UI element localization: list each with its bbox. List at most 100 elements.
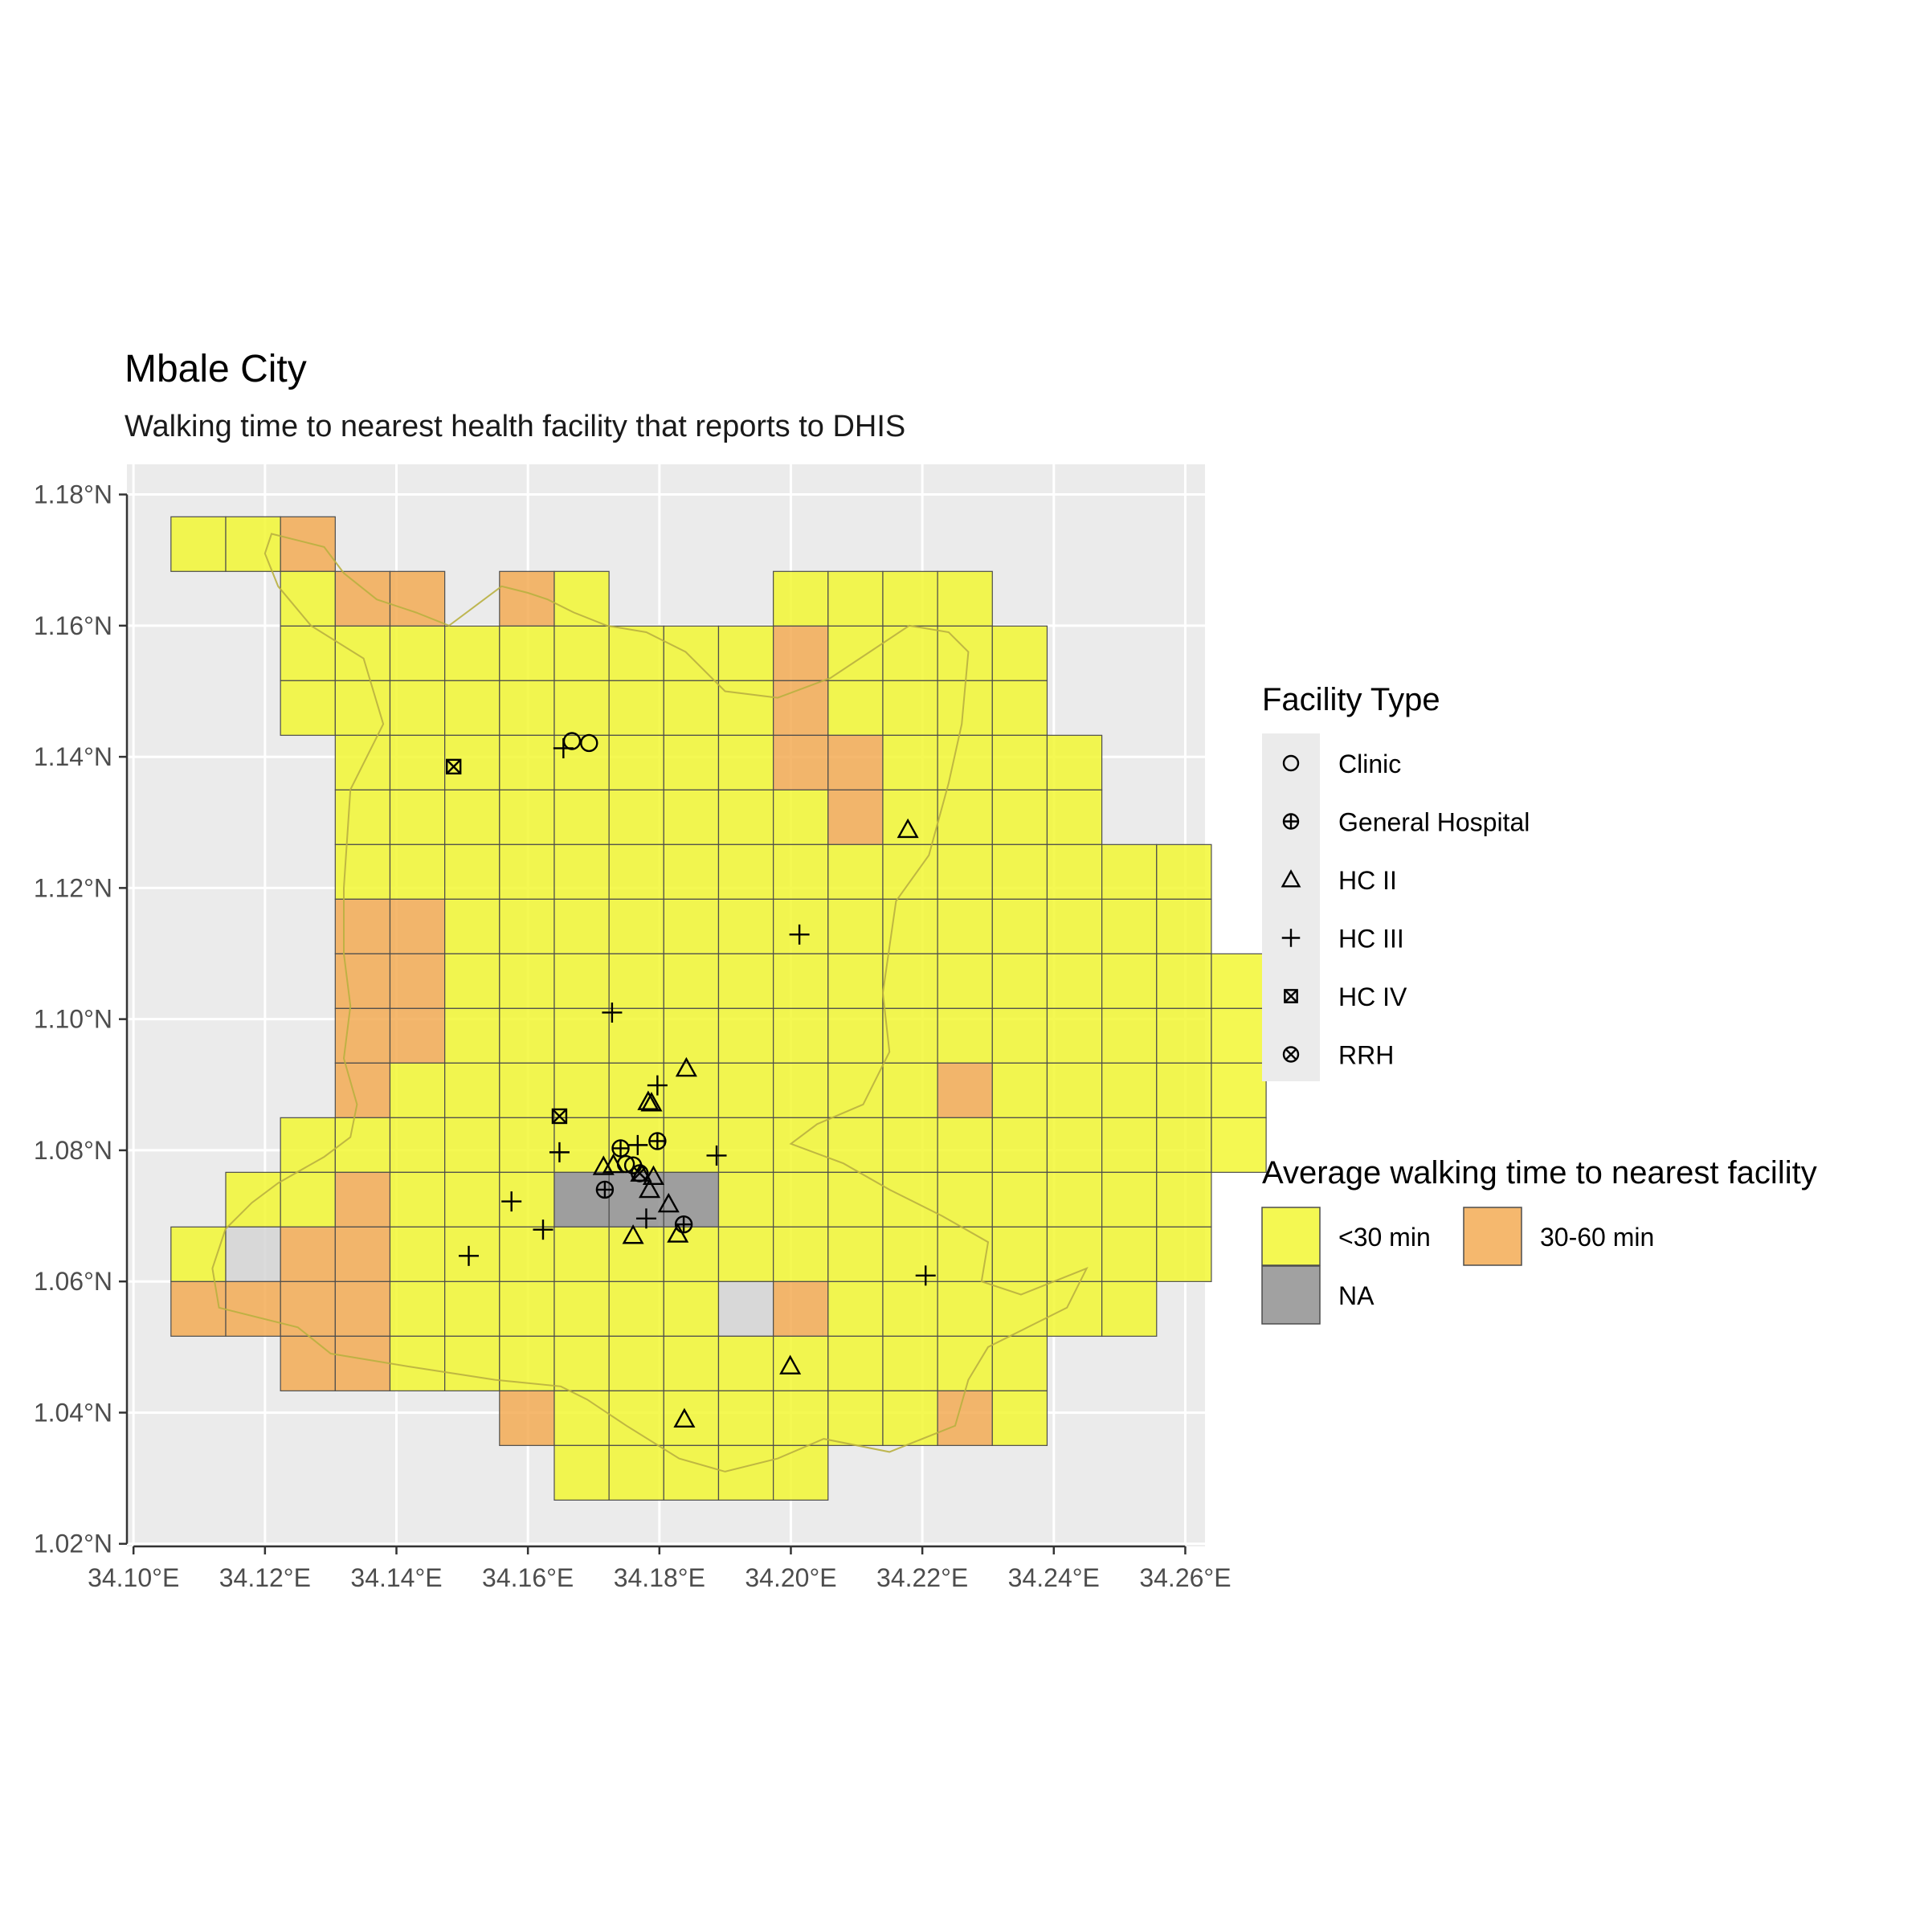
cell-under-30-min <box>444 1226 500 1282</box>
facility-hc-ii <box>779 1354 802 1374</box>
cell-under-30-min <box>389 843 446 900</box>
cell-under-30-min <box>827 625 884 681</box>
cell-under-30-min <box>991 1390 1048 1446</box>
cell-under-30-min <box>280 625 336 681</box>
cell-30-60-min <box>225 1281 281 1337</box>
cell-under-30-min <box>389 1281 446 1337</box>
cell-under-30-min <box>773 1335 829 1391</box>
cell-under-30-min <box>991 625 1048 681</box>
y-tick-label: 1.14°N <box>34 742 112 771</box>
cell-under-30-min <box>827 1117 884 1173</box>
cell-under-30-min <box>444 734 500 790</box>
cell-under-30-min <box>663 625 720 681</box>
cell-under-30-min <box>991 1226 1048 1282</box>
cell-under-30-min <box>444 898 500 954</box>
cell-under-30-min <box>827 1062 884 1118</box>
cell-under-30-min <box>553 625 610 681</box>
cell-under-30-min <box>608 898 664 954</box>
cell-30-60-min <box>937 1062 993 1118</box>
hc2-triangle <box>639 1178 661 1199</box>
cell-under-30-min <box>991 1117 1048 1173</box>
cell-30-60-min <box>280 1335 336 1391</box>
hc2-triangle <box>637 1090 660 1110</box>
cell-30-60-min <box>389 953 446 1009</box>
cell-under-30-min <box>717 789 774 845</box>
cell-under-30-min <box>937 734 993 790</box>
cell-under-30-min <box>280 1117 336 1173</box>
cell-under-30-min <box>991 843 1048 900</box>
x-tick-label: 34.10°E <box>88 1563 179 1592</box>
cell-under-30-min <box>499 680 555 736</box>
cell-under-30-min <box>389 680 446 736</box>
cell-30-60-min <box>773 1281 829 1337</box>
facility-clinic <box>580 733 598 753</box>
cell-under-30-min <box>663 1390 720 1446</box>
legend-shape-label: Clinic <box>1338 750 1401 778</box>
cell-under-30-min <box>1211 1062 1267 1118</box>
cell-under-30-min <box>553 1281 610 1337</box>
cell-na-light <box>717 1281 774 1337</box>
cell-under-30-min <box>1101 1117 1158 1173</box>
facility-hc-iii <box>1281 929 1301 947</box>
cell-under-30-min <box>827 898 884 954</box>
legend-shape-title: Facility Type <box>1262 682 1440 717</box>
cell-under-30-min <box>773 1444 829 1501</box>
x-tick-label: 34.12°E <box>219 1563 311 1592</box>
cell-under-30-min <box>499 734 555 790</box>
cell-under-30-min <box>1211 953 1267 1009</box>
cell-30-60-min <box>773 734 829 790</box>
chart-title: Mbale City <box>125 348 307 390</box>
cell-under-30-min <box>882 1335 938 1391</box>
cell-under-30-min <box>1046 843 1103 900</box>
cell-under-30-min <box>882 898 938 954</box>
cell-under-30-min <box>1101 1171 1158 1227</box>
y-tick-label: 1.16°N <box>34 611 112 640</box>
y-tick-label: 1.02°N <box>34 1530 112 1558</box>
x-tick-label: 34.14°E <box>350 1563 442 1592</box>
cell-under-30-min <box>717 1007 774 1064</box>
facility-rrh <box>1282 1046 1300 1063</box>
facility-general-hospital <box>611 1139 630 1158</box>
cell-under-30-min <box>553 680 610 736</box>
hc2-triangle <box>640 1092 663 1112</box>
cell-under-30-min <box>827 680 884 736</box>
hc4-square <box>1284 989 1298 1003</box>
cell-under-30-min <box>827 1007 884 1064</box>
legend-fill-swatch <box>1463 1207 1522 1266</box>
cell-under-30-min <box>717 1226 774 1282</box>
cell-under-30-min <box>827 1335 884 1391</box>
cell-na-light <box>225 1226 281 1282</box>
x-tick-label: 34.16°E <box>482 1563 574 1592</box>
cell-under-30-min <box>1101 1007 1158 1064</box>
cell-under-30-min <box>1211 1117 1267 1173</box>
cell-under-30-min <box>444 625 500 681</box>
cell-under-30-min <box>1046 734 1103 790</box>
hc2-triangle <box>897 818 919 839</box>
cell-under-30-min <box>882 625 938 681</box>
cell-under-30-min <box>773 953 829 1009</box>
cell-under-30-min <box>608 843 664 900</box>
facility-hc-ii <box>639 1178 661 1199</box>
cell-30-60-min <box>280 516 336 572</box>
cell-na <box>553 1171 610 1227</box>
legend-shape-label: General Hospital <box>1338 808 1530 837</box>
cell-under-30-min <box>773 789 829 845</box>
cell-under-30-min <box>882 843 938 900</box>
y-tick-label: 1.06°N <box>34 1267 112 1296</box>
facility-hc-iii <box>501 1191 522 1212</box>
facility-hc-iii <box>635 1208 656 1229</box>
cell-under-30-min <box>1046 789 1103 845</box>
cell-under-30-min <box>1156 1117 1212 1173</box>
hc4-diag-2 <box>446 758 462 774</box>
cell-under-30-min <box>991 680 1048 736</box>
cell-under-30-min <box>1156 843 1212 900</box>
cell-under-30-min <box>937 843 993 900</box>
legend-shape-label: HC III <box>1338 925 1404 954</box>
facility-hc-ii <box>602 1153 625 1174</box>
cell-under-30-min <box>608 1444 664 1501</box>
legend-shape-label: HC IV <box>1338 982 1407 1011</box>
cell-under-30-min <box>827 1390 884 1446</box>
cell-under-30-min <box>991 1007 1048 1064</box>
cell-under-30-min <box>608 625 664 681</box>
